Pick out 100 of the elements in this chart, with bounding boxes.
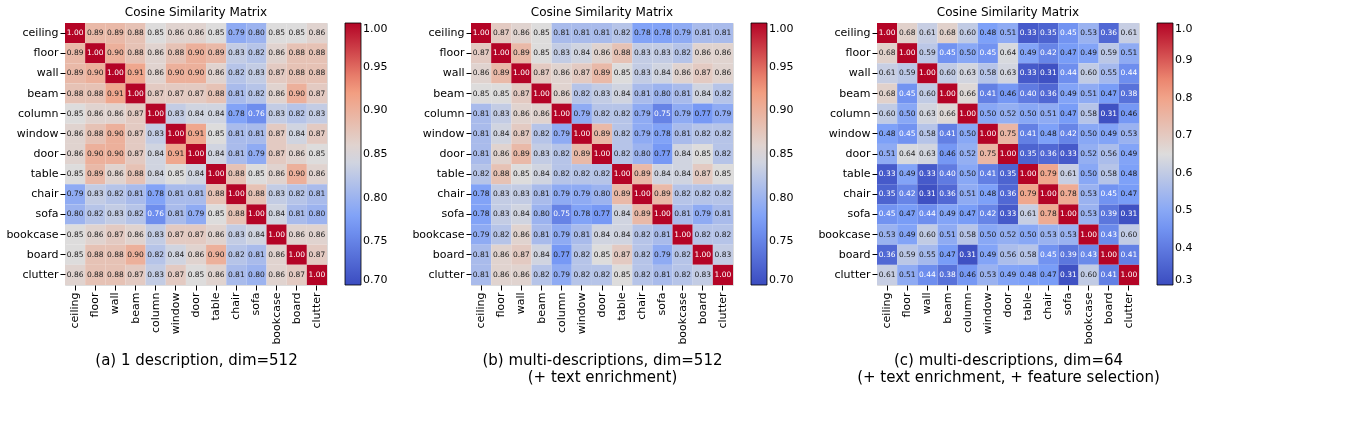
y-tick-label: column [830, 106, 871, 120]
y-tick-label: column [18, 106, 59, 120]
color-bar-label: 0.6 [1175, 165, 1193, 179]
y-tick-label: wall [442, 66, 465, 80]
x-tick-label: ceiling [68, 292, 82, 329]
color-bar-label: 0.85 [363, 147, 388, 160]
y-tick-label: beam [433, 86, 465, 100]
color-bar-label: 0.75 [363, 234, 388, 248]
color-bar-label: 1.00 [769, 22, 794, 35]
x-tick-label: column [148, 292, 162, 333]
x-tick-label: sofa [655, 292, 669, 316]
y-tick-label: table [436, 167, 465, 181]
color-bar-label: 0.85 [769, 147, 794, 160]
x-tick-label: bookcase [1081, 292, 1095, 345]
x-axis-title: (a) 1 description, dim=512 [95, 350, 298, 369]
x-tick-label: floor [900, 292, 914, 318]
x-tick-label: sofa [249, 292, 263, 316]
y-tick-label: board [432, 247, 465, 261]
y-tick-label: sofa [847, 207, 871, 221]
x-tick-label: floor [88, 292, 102, 318]
y-tick-label: door [439, 147, 465, 160]
y-tick-label: board [838, 247, 871, 261]
color-bar-label: 0.80 [769, 190, 794, 204]
x-tick-label: beam [940, 292, 954, 324]
y-tick-label: chair [437, 187, 465, 201]
y-tick-label: floor [33, 46, 59, 60]
x-tick-label: table [209, 292, 223, 321]
chart-title: Cosine Similarity Matrix [124, 5, 268, 19]
color-bar-label: 0.95 [769, 59, 794, 73]
x-tick-label: clutter [1121, 292, 1135, 329]
x-tick-label: door [595, 292, 608, 318]
x-tick-label: door [1001, 292, 1014, 318]
y-tick-label: beam [839, 86, 871, 100]
x-tick-label: window [574, 292, 588, 335]
y-tick-label: floor [845, 46, 871, 60]
color-bar-label: 0.7 [1175, 128, 1193, 142]
y-tick-label: sofa [441, 207, 465, 221]
y-tick-label: wall [848, 66, 871, 80]
x-tick-label: bookcase [675, 292, 689, 345]
y-tick-label: beam [27, 86, 59, 100]
y-tick-label: clutter [834, 267, 871, 281]
x-tick-label: board [289, 292, 303, 325]
x-tick-label: door [189, 292, 202, 318]
color-bar-label: 0.90 [363, 103, 388, 117]
y-tick-label: door [845, 147, 871, 160]
x-tick-label: bookcase [269, 292, 283, 345]
color-bar-label: 0.4 [1175, 240, 1193, 254]
y-tick-label: door [33, 147, 59, 160]
x-tick-label: beam [128, 292, 142, 324]
x-tick-label: sofa [1061, 292, 1075, 316]
y-tick-label: bookcase [6, 227, 59, 241]
x-tick-label: window [980, 292, 994, 335]
color-bar-label: 0.9 [1175, 53, 1193, 67]
x-axis-title: (c) multi-descriptions, dim=64 (+ text enrichment, + feature selection) [857, 350, 1160, 386]
y-tick-label: table [842, 167, 871, 181]
x-axis-title: (b) multi-descriptions, dim=512 (+ text enrichment) [482, 350, 723, 386]
x-tick-label: ceiling [880, 292, 894, 329]
x-tick-label: column [554, 292, 568, 333]
y-tick-label: floor [439, 46, 465, 60]
x-tick-label: wall [920, 292, 934, 315]
x-tick-label: clutter [715, 292, 729, 329]
color-bar-label: 1.00 [363, 22, 388, 35]
chart-title: Cosine Similarity Matrix [936, 5, 1080, 19]
y-tick-label: window [422, 126, 465, 140]
color-bar-label: 0.70 [363, 273, 388, 286]
y-tick-label: wall [36, 66, 59, 80]
y-tick-label: bookcase [412, 227, 465, 241]
y-tick-label: board [26, 247, 59, 261]
x-tick-label: floor [494, 292, 508, 318]
x-tick-label: window [168, 292, 182, 335]
y-tick-label: clutter [428, 267, 465, 281]
y-tick-label: table [30, 167, 59, 181]
y-tick-label: column [424, 106, 465, 120]
x-tick-label: table [615, 292, 629, 321]
x-tick-label: column [960, 292, 974, 333]
y-tick-label: bookcase [818, 227, 871, 241]
color-bar-label: 0.3 [1175, 273, 1193, 286]
color-bar-label: 0.70 [769, 273, 794, 286]
color-bar-label: 0.8 [1175, 90, 1193, 104]
x-tick-label: board [695, 292, 709, 325]
x-tick-label: chair [1041, 292, 1055, 320]
chart-title: Cosine Similarity Matrix [530, 5, 674, 19]
x-tick-label: ceiling [474, 292, 488, 329]
y-tick-label: sofa [35, 207, 59, 221]
color-bar-label: 0.80 [363, 190, 388, 204]
x-tick-label: clutter [309, 292, 323, 329]
y-tick-label: clutter [22, 267, 59, 281]
color-bar-label: 0.75 [769, 234, 794, 248]
x-tick-label: board [1101, 292, 1115, 325]
y-tick-label: chair [31, 187, 59, 201]
x-tick-label: table [1021, 292, 1035, 321]
color-bar-label: 0.90 [769, 103, 794, 117]
y-tick-label: ceiling [834, 26, 871, 40]
color-bar-label: 0.5 [1175, 203, 1193, 217]
color-bar-label: 1.0 [1175, 22, 1193, 35]
y-tick-label: window [828, 126, 871, 140]
y-tick-label: ceiling [22, 26, 59, 40]
x-tick-label: beam [534, 292, 548, 324]
y-tick-label: window [16, 126, 59, 140]
x-tick-label: chair [229, 292, 243, 320]
